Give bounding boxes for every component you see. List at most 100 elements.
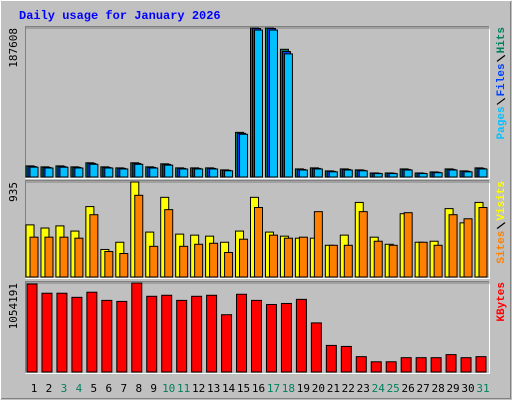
bar bbox=[325, 344, 337, 373]
x-tick-label: 20 bbox=[312, 382, 325, 395]
bar bbox=[403, 212, 413, 278]
bar bbox=[388, 244, 398, 278]
bar bbox=[358, 170, 368, 178]
x-tick-label: 19 bbox=[297, 382, 310, 395]
bar bbox=[478, 168, 488, 178]
bar bbox=[56, 292, 68, 373]
bar bbox=[71, 296, 83, 373]
x-tick-label: 10 bbox=[162, 382, 175, 395]
bar bbox=[209, 168, 219, 178]
bar bbox=[298, 169, 308, 178]
x-tick-label: 8 bbox=[135, 382, 142, 395]
x-tick-label: 23 bbox=[357, 382, 370, 395]
chart-title: Daily usage for January 2026 bbox=[19, 9, 221, 23]
bar bbox=[328, 171, 338, 178]
bar bbox=[224, 252, 234, 278]
x-tick-label: 18 bbox=[282, 382, 295, 395]
bar bbox=[340, 345, 352, 373]
bar bbox=[385, 361, 397, 373]
bar bbox=[328, 244, 338, 278]
bar bbox=[251, 299, 262, 373]
legend-entry: Pages bbox=[496, 106, 508, 139]
bar bbox=[448, 169, 458, 178]
x-tick-label: 21 bbox=[327, 382, 340, 395]
plot-bevel-dark bbox=[25, 281, 490, 373]
bar bbox=[119, 168, 129, 178]
plot-bevel-light bbox=[25, 180, 490, 279]
bar bbox=[134, 163, 144, 178]
bar bbox=[179, 168, 189, 178]
bar bbox=[280, 302, 292, 373]
bar bbox=[44, 236, 54, 278]
x-tick-label: 30 bbox=[461, 382, 474, 395]
x-tick-label: 17 bbox=[267, 382, 280, 395]
x-tick-label: 1 bbox=[31, 382, 38, 395]
bar bbox=[149, 167, 159, 178]
bar bbox=[104, 167, 114, 178]
bar bbox=[373, 173, 383, 178]
bar bbox=[254, 29, 263, 178]
x-tick-label: 28 bbox=[431, 382, 444, 395]
bar bbox=[403, 169, 413, 178]
bar bbox=[283, 237, 293, 278]
bar bbox=[86, 291, 98, 373]
legend-separator bbox=[496, 97, 506, 105]
bar bbox=[101, 299, 113, 373]
bar bbox=[254, 207, 263, 278]
bar bbox=[239, 133, 249, 178]
bar bbox=[313, 168, 323, 178]
bar bbox=[59, 166, 69, 178]
x-tick-label: 26 bbox=[402, 382, 415, 395]
legend-entry: Files bbox=[496, 63, 508, 96]
bar bbox=[26, 283, 38, 373]
bar bbox=[313, 211, 323, 278]
y-tick-label: 187608 bbox=[7, 28, 20, 68]
x-tick-label: 29 bbox=[446, 382, 459, 395]
bar bbox=[370, 361, 382, 373]
legend-entry: Hits bbox=[496, 27, 508, 53]
bar bbox=[89, 163, 99, 178]
bar bbox=[268, 234, 278, 278]
bar bbox=[433, 172, 443, 178]
bar bbox=[149, 245, 159, 278]
bar bbox=[74, 167, 84, 178]
bar bbox=[209, 242, 219, 278]
x-tick-label: 3 bbox=[61, 382, 68, 395]
bar bbox=[176, 299, 188, 373]
x-tick-label: 13 bbox=[207, 382, 220, 395]
bar bbox=[415, 357, 427, 373]
bar bbox=[116, 300, 128, 373]
x-tick-label: 15 bbox=[237, 382, 250, 395]
bar bbox=[194, 168, 204, 178]
plot-bevel-light bbox=[25, 281, 490, 374]
bar bbox=[131, 282, 143, 373]
bar bbox=[298, 236, 308, 278]
bar bbox=[239, 238, 249, 278]
bar bbox=[161, 294, 173, 373]
bar bbox=[283, 53, 293, 178]
legend-entry: Sites bbox=[496, 231, 508, 264]
bar bbox=[221, 314, 233, 373]
x-tick-label: 7 bbox=[120, 382, 127, 395]
bar bbox=[146, 295, 158, 373]
bar bbox=[478, 207, 488, 278]
y-tick-label: 935 bbox=[7, 182, 20, 202]
legend-separator bbox=[496, 54, 506, 62]
x-tick-label: 5 bbox=[91, 382, 98, 395]
bar bbox=[41, 292, 53, 373]
bar bbox=[268, 29, 278, 178]
bar bbox=[310, 322, 322, 373]
x-tick-label: 9 bbox=[150, 382, 157, 395]
x-tick-label: 27 bbox=[417, 382, 430, 395]
bar bbox=[433, 244, 443, 278]
bar bbox=[194, 243, 204, 278]
x-tick-label: 22 bbox=[342, 382, 355, 395]
bar bbox=[448, 214, 458, 278]
x-tick-label: 14 bbox=[222, 382, 236, 395]
y-tick-label: 1054191 bbox=[7, 283, 20, 329]
plot-bevel-light bbox=[25, 26, 490, 179]
bar bbox=[236, 293, 248, 373]
bar bbox=[29, 236, 39, 278]
x-tick-label: 31 bbox=[476, 382, 489, 395]
